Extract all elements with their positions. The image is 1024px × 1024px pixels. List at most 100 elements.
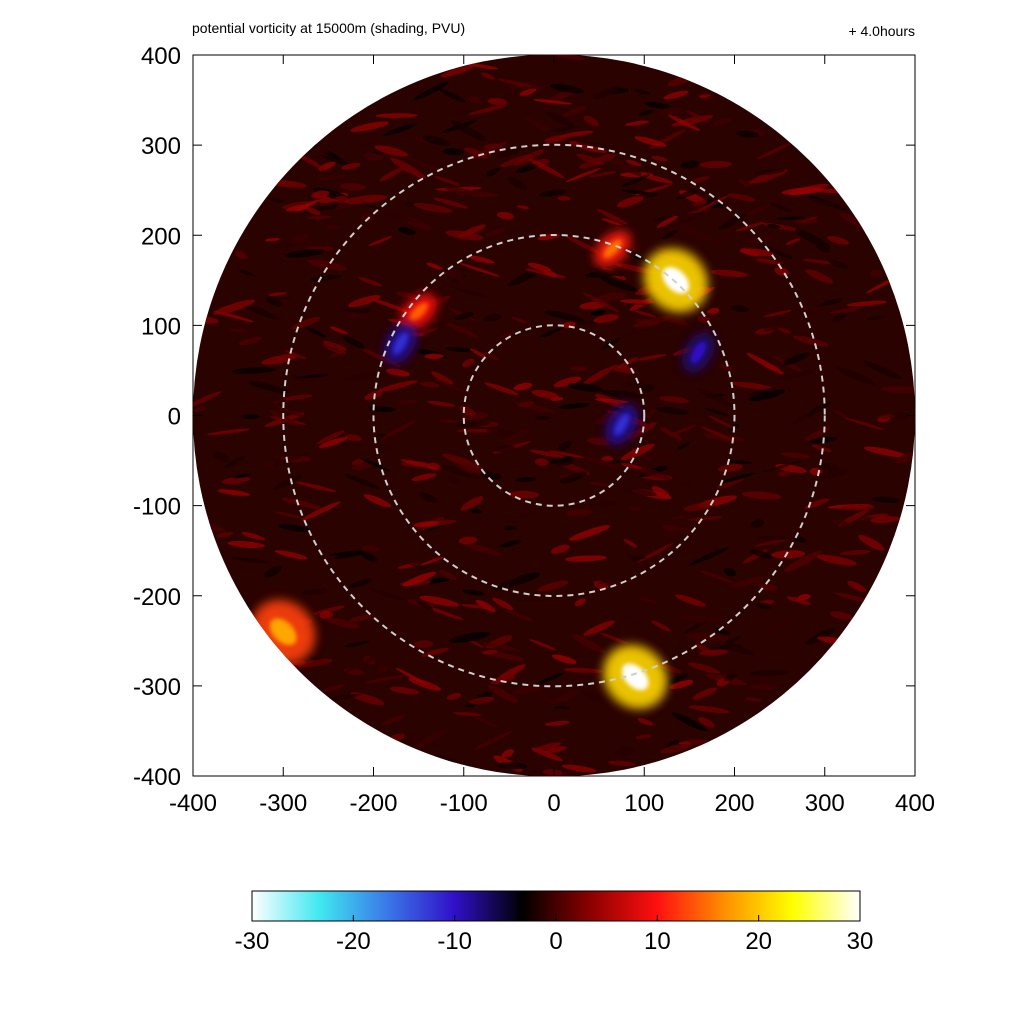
pv-texture-cell xyxy=(351,461,373,471)
pv-texture-cell xyxy=(422,135,451,146)
pv-texture-cell xyxy=(804,498,830,509)
pv-texture-cell xyxy=(449,631,491,643)
pv-texture-cell xyxy=(413,640,434,648)
pv-texture-cell xyxy=(546,111,574,128)
pv-texture-cell xyxy=(805,269,834,284)
pv-texture-cell xyxy=(359,457,391,472)
pv-texture-cell xyxy=(570,366,588,372)
pv-texture-cell xyxy=(402,732,442,748)
pv-texture-cell xyxy=(265,237,280,242)
pv-texture-cell xyxy=(431,371,454,385)
pv-texture-cell xyxy=(550,397,564,401)
pv-texture-cell xyxy=(268,197,285,203)
pv-texture-cell xyxy=(452,108,473,115)
colorbar: -30 -20 -10 0 10 20 30 xyxy=(235,890,873,955)
pv-texture-cell xyxy=(411,473,437,482)
pv-texture-cell xyxy=(241,414,260,420)
pv-texture-cell xyxy=(619,613,641,625)
pv-texture-cell xyxy=(442,148,464,156)
pv-texture-cell xyxy=(424,353,444,359)
pv-texture-cell xyxy=(313,605,345,615)
pv-texture-cell xyxy=(870,269,883,277)
x-tick-label: 0 xyxy=(547,790,560,817)
axis-ticks: -400 -300 -200 -100 0 100 200 300 400 -400 -300 -20… xyxy=(133,43,935,817)
pv-texture-cell xyxy=(420,556,444,566)
pv-texture-cell xyxy=(341,162,361,170)
pv-texture-cell xyxy=(368,236,393,247)
pv-texture-cell xyxy=(286,238,321,248)
pv-texture-cell xyxy=(515,477,537,482)
pv-texture-cell xyxy=(553,376,582,388)
pv-texture-cell xyxy=(231,367,276,374)
pv-texture-cell xyxy=(448,476,461,484)
pv-texture-cell xyxy=(431,377,469,394)
pv-texture-cell xyxy=(738,178,751,187)
pv-texture-cell xyxy=(496,211,515,220)
pv-texture-cell xyxy=(317,174,347,182)
pv-texture-cell xyxy=(686,110,710,123)
pv-texture-cell xyxy=(361,201,382,210)
pv-texture-cell xyxy=(497,78,533,87)
pv-texture-cell xyxy=(621,174,650,187)
pv-texture-cell xyxy=(545,746,567,754)
pv-texture-cell xyxy=(667,114,701,131)
pv-texture-cell xyxy=(348,295,381,308)
pv-texture-cell xyxy=(724,567,736,577)
pv-texture-cell xyxy=(634,136,667,147)
pv-texture-cell xyxy=(592,86,620,100)
pv-texture-cell xyxy=(692,687,718,700)
y-tick-label: 100 xyxy=(141,313,181,340)
pv-texture-cell xyxy=(651,620,671,632)
pv-texture-cell xyxy=(343,372,377,382)
pv-texture-cell xyxy=(311,190,330,199)
pv-texture-cell xyxy=(395,667,427,685)
pv-texture-cell xyxy=(565,509,593,517)
pv-texture-cell xyxy=(839,549,872,556)
pv-texture-cell xyxy=(396,291,418,299)
pv-texture-cell xyxy=(261,354,298,365)
pv-texture-cell xyxy=(485,228,506,237)
pv-texture-cell xyxy=(811,468,849,481)
pv-texture-cell xyxy=(553,706,570,710)
pv-texture-cell xyxy=(295,374,329,379)
pv-texture-cell xyxy=(547,450,585,458)
pv-texture-cell xyxy=(206,428,250,436)
pv-texture-cell xyxy=(426,262,443,270)
pv-texture-cell xyxy=(500,540,521,548)
pv-texture-cell xyxy=(581,691,611,705)
pv-texture-cell xyxy=(764,619,794,635)
pv-texture-cell xyxy=(708,415,738,431)
pv-texture-cell xyxy=(541,54,585,61)
pv-texture-cell xyxy=(233,473,251,479)
pv-texture-cell xyxy=(439,88,466,103)
pv-texture-cell xyxy=(820,298,844,306)
pv-texture-cell xyxy=(727,193,756,202)
pv-texture-cell xyxy=(425,606,464,620)
pv-texture-cell xyxy=(468,96,482,104)
x-tick-label: 200 xyxy=(714,790,754,817)
pv-texture-cell xyxy=(349,614,373,622)
pv-texture-cell xyxy=(433,197,469,209)
pv-texture-cell xyxy=(659,396,690,404)
pv-texture-cell xyxy=(588,227,619,241)
pv-texture-cell xyxy=(291,316,321,330)
pv-texture-cell xyxy=(807,197,844,210)
pv-texture-cell xyxy=(668,369,691,380)
pv-texture-cell xyxy=(306,207,321,216)
pv-texture-cell xyxy=(595,412,616,425)
pv-texture-cell xyxy=(829,307,862,314)
pv-texture-cell xyxy=(610,365,636,374)
pv-texture-cell xyxy=(481,649,498,655)
pv-texture-cell xyxy=(550,544,570,554)
pv-texture-cell xyxy=(623,539,638,548)
pv-texture-cell xyxy=(495,146,524,159)
x-tick-label: 100 xyxy=(624,790,664,817)
pv-feature xyxy=(682,332,715,373)
pv-texture-cell xyxy=(535,416,550,420)
pv-texture-cell xyxy=(551,654,577,664)
pv-texture-cell xyxy=(676,188,701,200)
pv-texture-cell xyxy=(462,358,474,368)
x-tick-label: -100 xyxy=(440,790,488,817)
chart-title: potential vorticity at 15000m (shading, … xyxy=(192,20,465,36)
pv-texture-cell xyxy=(235,250,248,260)
